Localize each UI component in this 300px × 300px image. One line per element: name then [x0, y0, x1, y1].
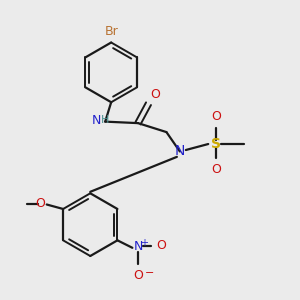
Text: O: O [211, 164, 220, 176]
Text: O: O [211, 110, 220, 123]
Text: O: O [134, 269, 143, 282]
Text: O: O [156, 239, 166, 252]
Text: Br: Br [104, 25, 118, 38]
Text: N: N [134, 240, 143, 253]
Text: O: O [35, 197, 45, 210]
Text: +: + [140, 238, 148, 248]
Text: H: H [101, 115, 110, 125]
Text: S: S [211, 137, 221, 151]
Text: N: N [175, 145, 185, 158]
Text: N: N [92, 114, 101, 127]
Text: −: − [145, 268, 154, 278]
Text: O: O [150, 88, 160, 101]
